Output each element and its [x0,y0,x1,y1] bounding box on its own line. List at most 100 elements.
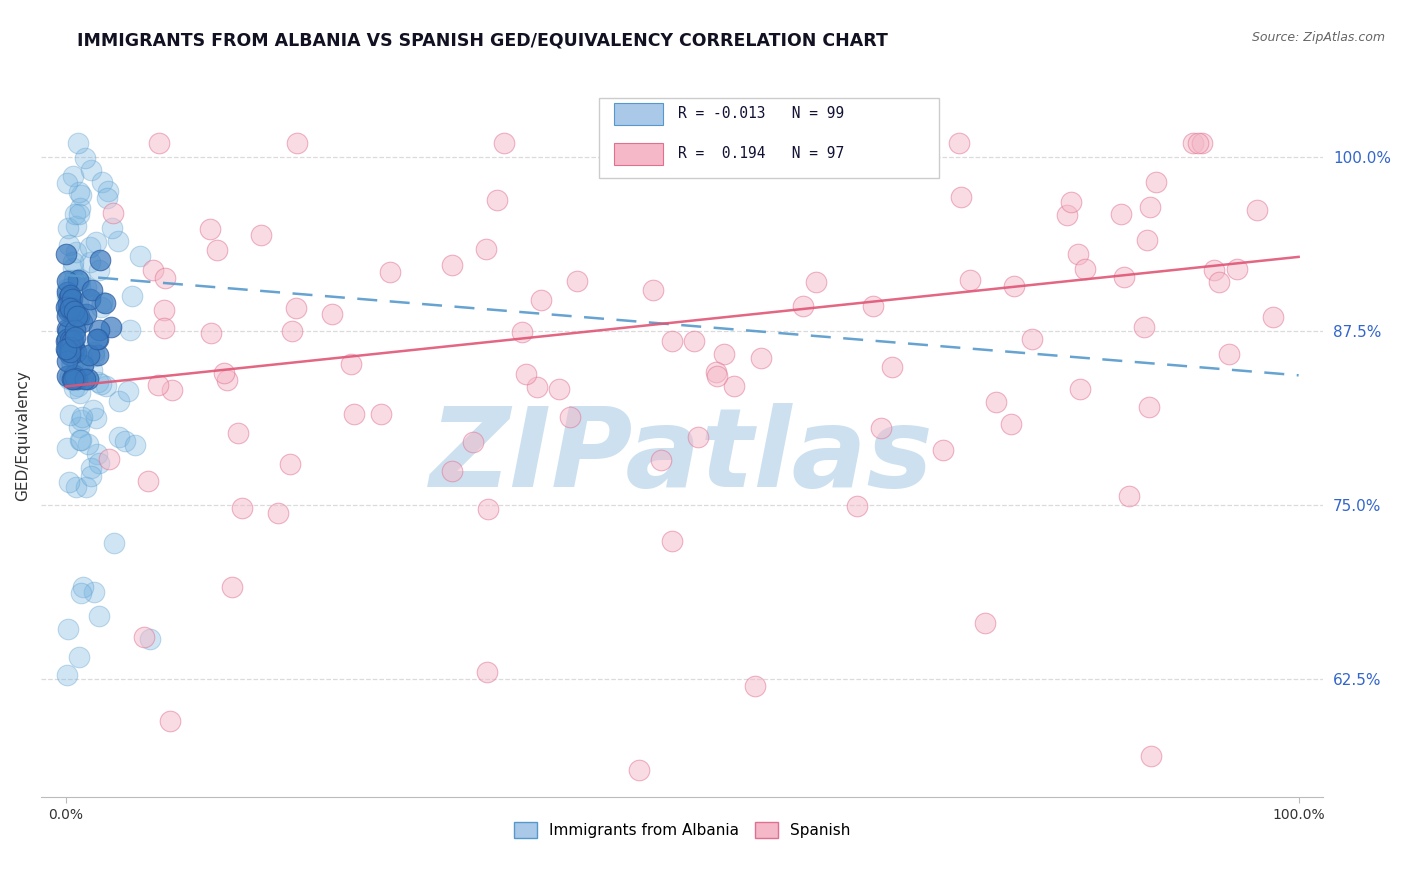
Point [94,379,117,393]
Point [56,441,79,455]
Point [56,622,79,636]
Point [1074,261,1097,276]
Point [55,369,77,384]
Point [547,382,569,396]
Point [63,304,86,318]
Point [72,359,94,374]
Point [1202,262,1225,277]
Point [86,332,108,346]
Point [948,136,970,150]
Point [1208,275,1230,289]
Point [59,334,82,348]
Point [723,379,745,393]
Point [1187,136,1209,150]
Point [475,665,498,679]
Point [285,136,308,150]
Point [86,348,108,362]
Point [486,193,509,207]
Point [959,273,981,287]
Point [70,348,93,362]
Point [101,220,124,235]
Point [79,240,101,254]
Point [63,340,86,354]
Point [66,315,89,329]
Point [82,403,104,417]
Point [72,359,94,373]
Point [90,295,112,310]
Point [60,320,83,334]
Point [121,289,143,303]
Point [63,207,86,221]
Point [56,221,79,235]
Point [73,151,96,165]
Point [72,580,94,594]
Point [461,434,484,449]
Point [75,480,97,494]
Point [69,274,91,288]
Point [56,176,79,190]
Point [986,394,1008,409]
Point [1182,136,1205,150]
Point [56,299,79,313]
Point [475,242,498,256]
Point [1056,209,1078,223]
Point [1140,748,1163,763]
Point [87,262,110,277]
Point [56,332,79,346]
Point [200,326,222,340]
FancyBboxPatch shape [614,143,664,165]
Point [641,283,664,297]
Point [65,343,87,357]
Point [56,274,79,288]
Point [87,333,110,347]
Point [63,381,86,395]
Point [62,273,84,287]
Point [83,344,105,359]
Point [280,324,302,338]
Point [744,679,766,693]
Point [1002,279,1025,293]
Point [932,443,955,458]
Point [56,281,79,295]
Point [75,307,97,321]
Point [1069,383,1091,397]
Point [94,295,117,310]
Point [65,304,87,318]
Point [58,475,80,489]
Point [1109,207,1132,221]
Point [86,447,108,461]
Point [75,280,97,294]
Point [1139,200,1161,214]
Point [80,468,103,483]
Point [152,321,174,335]
Point [67,310,90,324]
Point [69,433,91,447]
Point [440,464,463,478]
Point [69,412,91,426]
Point [56,289,79,303]
Point [79,292,101,306]
Point [56,354,79,368]
Point [65,480,87,494]
Point [58,348,80,362]
Point [55,300,77,314]
Point [321,307,343,321]
Point [285,301,308,315]
Point [59,302,82,317]
Point [526,380,548,394]
Point [60,372,83,386]
Point [87,323,110,337]
Point [1021,332,1043,346]
Point [58,304,80,318]
Point [62,255,84,269]
Point [1112,270,1135,285]
Point [378,265,401,279]
Point [58,290,80,304]
Point [103,536,125,550]
Point [66,297,89,311]
Point [132,630,155,644]
Point [70,188,93,202]
Point [441,258,464,272]
Point [55,285,77,299]
Point [221,580,243,594]
